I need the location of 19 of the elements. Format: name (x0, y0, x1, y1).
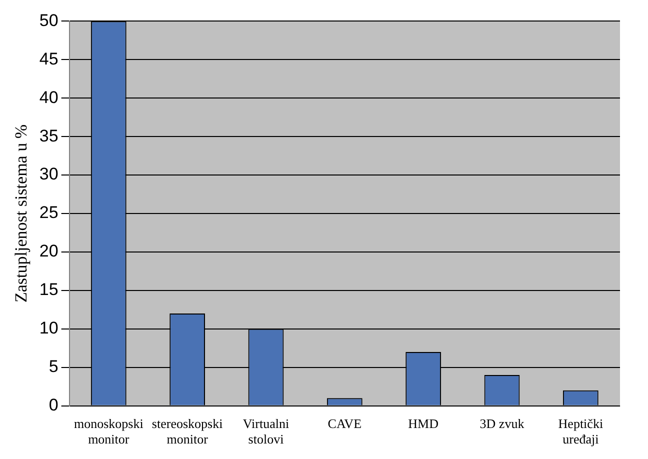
y-tick-label: 35 (39, 126, 58, 146)
y-tick-label: 45 (39, 49, 58, 68)
x-tick-label: 3D zvuk (480, 416, 525, 432)
y-tick-label: 15 (39, 280, 58, 300)
x-tick-label: Virtualni stolovi (242, 416, 290, 447)
y-tick-label: 10 (39, 318, 58, 338)
y-tick-label: 5 (48, 357, 58, 376)
x-tick-label: HMD (408, 416, 438, 432)
x-tick-label: stereoskopski monitor (152, 416, 224, 447)
x-tick-label: monoskopski monitor (74, 416, 144, 447)
x-tick-label: Heptički uređaji (558, 416, 604, 447)
x-tick-label: CAVE (328, 416, 362, 432)
y-tick-label: 25 (39, 203, 58, 222)
y-tick-label: 40 (39, 88, 58, 107)
y-tick-label: 30 (39, 164, 58, 184)
y-axis-title: Zastupljenost sistema u % (12, 124, 31, 303)
y-tick-label: 20 (39, 242, 58, 261)
y-tick-label: 50 (39, 10, 58, 30)
y-tick-label: 0 (48, 395, 58, 414)
